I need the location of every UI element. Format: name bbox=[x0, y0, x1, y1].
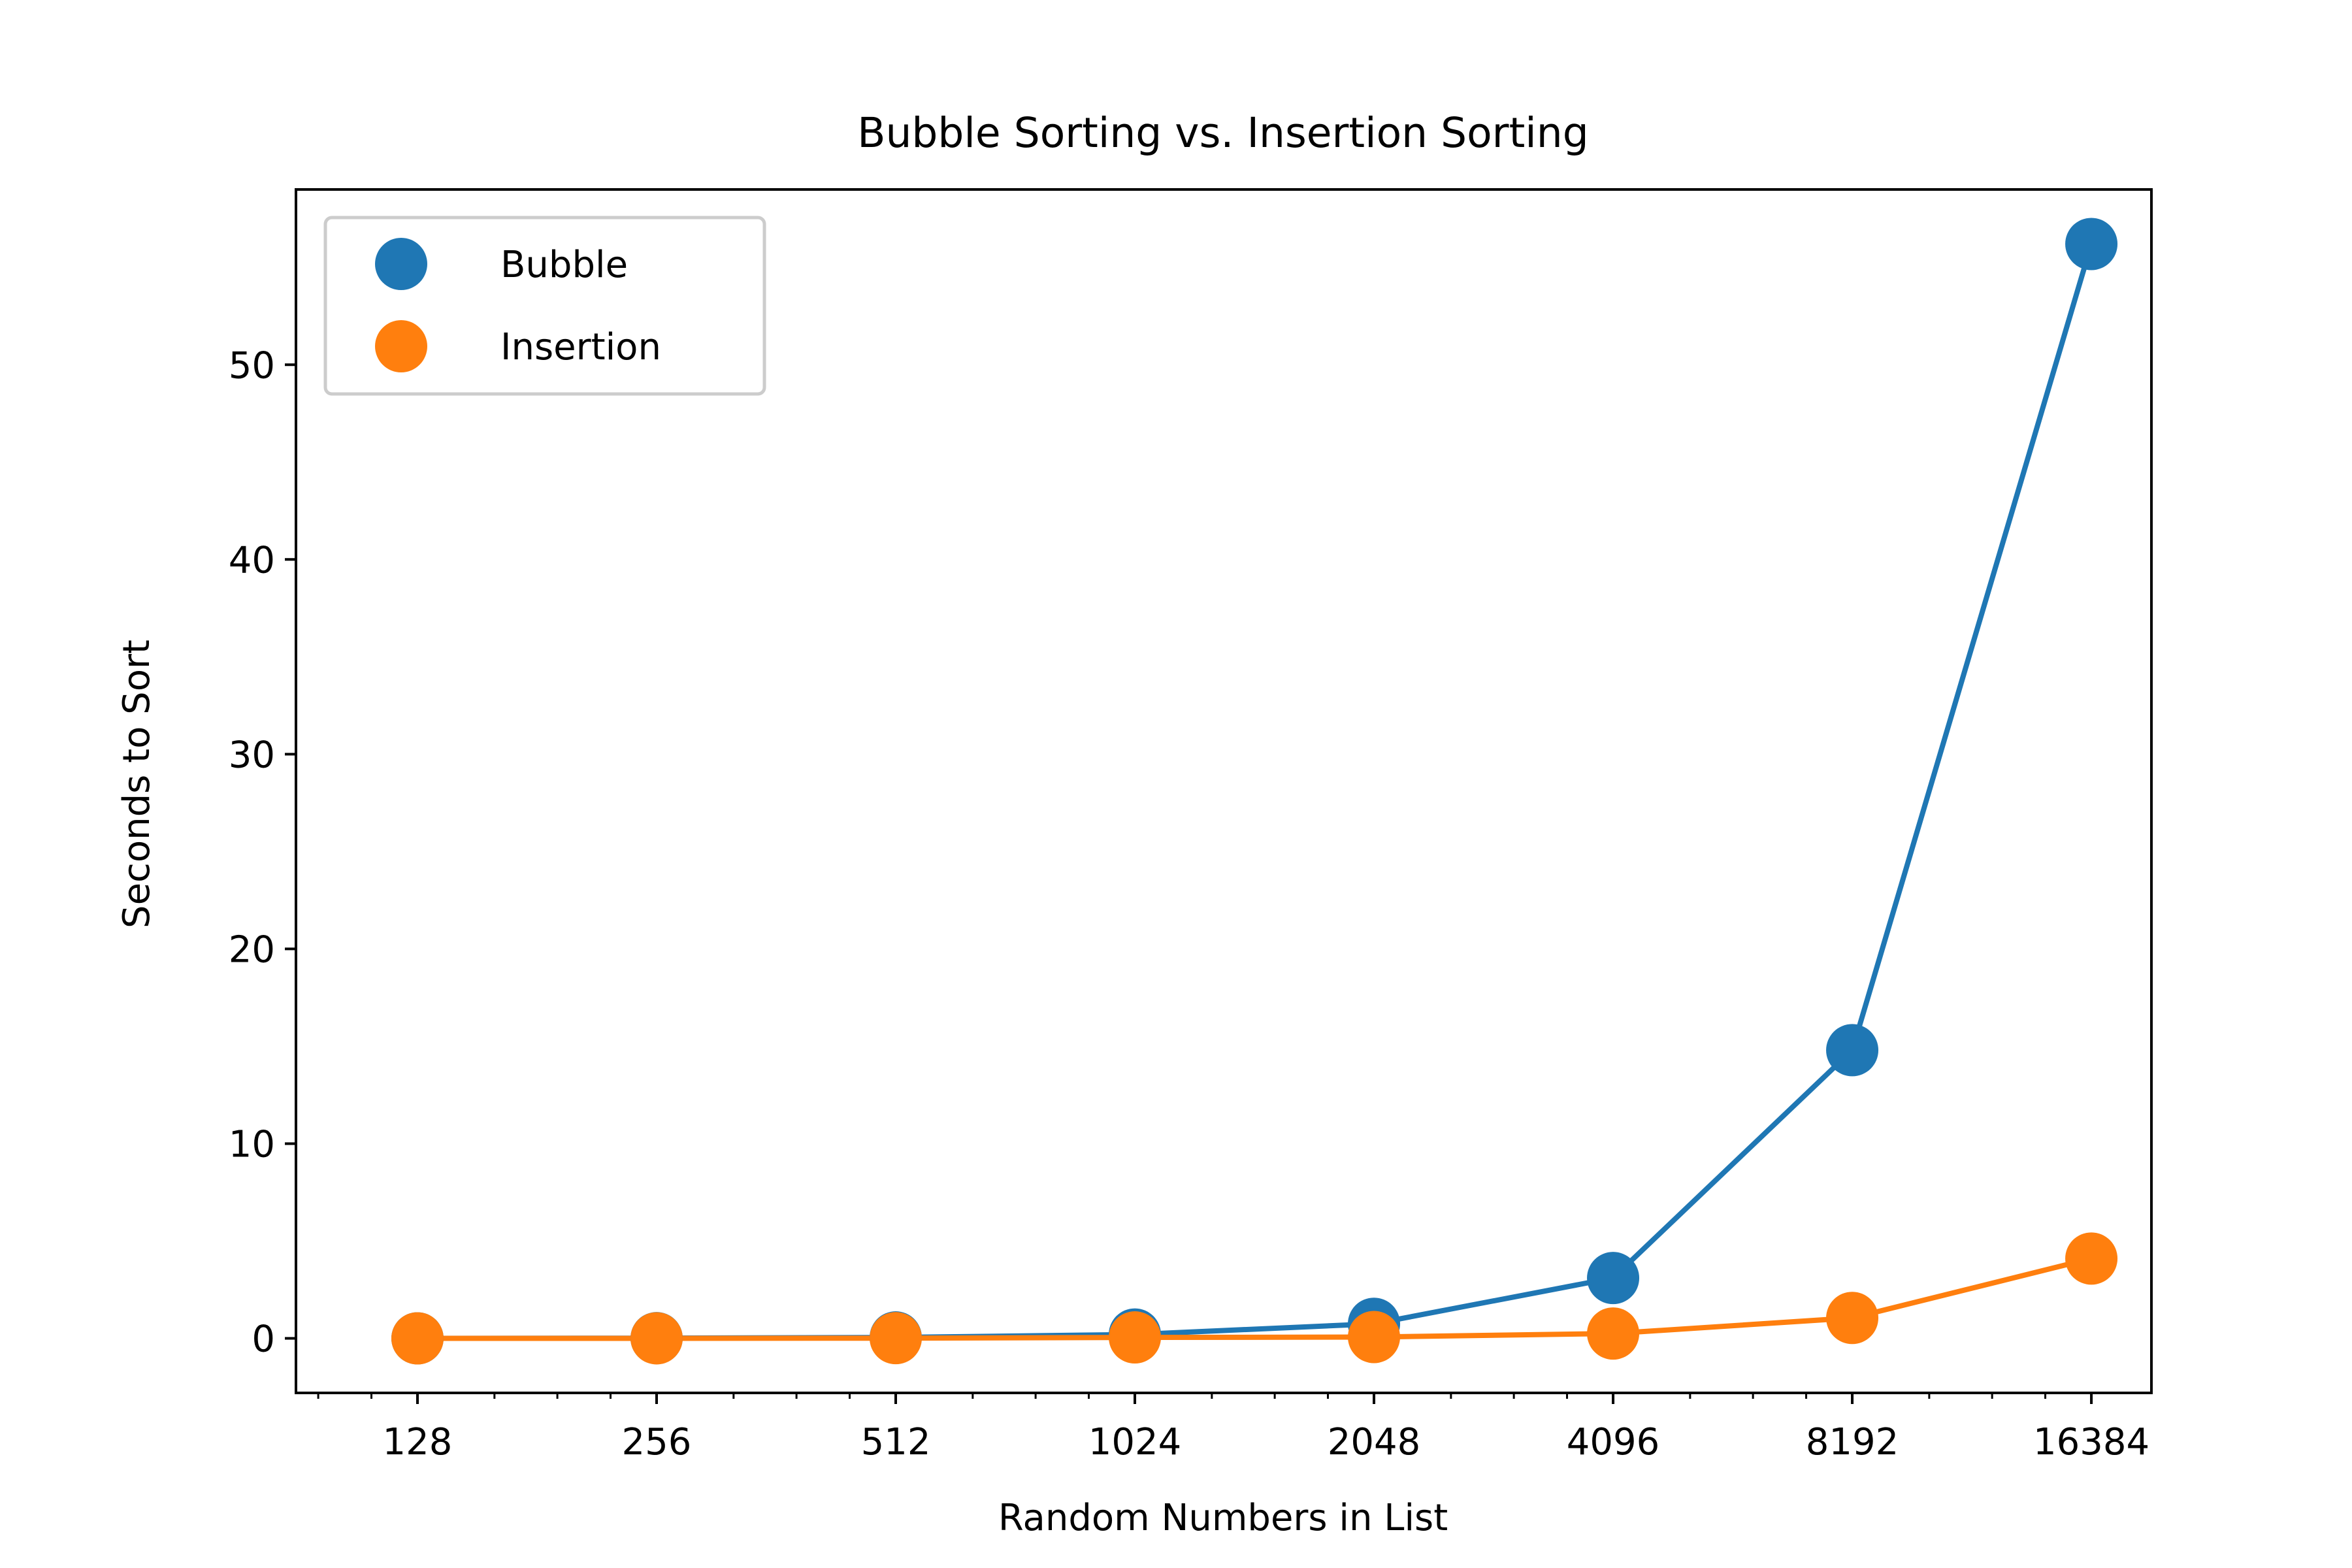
y-tick-label: 40 bbox=[229, 539, 275, 581]
x-tick-label: 2048 bbox=[1328, 1421, 1421, 1463]
y-tick-label: 30 bbox=[229, 734, 275, 776]
chart-title: Bubble Sorting vs. Insertion Sorting bbox=[857, 109, 1588, 157]
x-tick-label: 4096 bbox=[1567, 1421, 1660, 1463]
data-point-insertion bbox=[630, 1312, 683, 1365]
data-point-bubble bbox=[1587, 1252, 1640, 1305]
data-point-insertion bbox=[1826, 1292, 1879, 1345]
x-axis-label: Random Numbers in List bbox=[998, 1497, 1448, 1539]
legend-label-insertion: Insertion bbox=[500, 326, 661, 368]
data-point-insertion bbox=[391, 1312, 444, 1365]
y-tick-label: 50 bbox=[229, 344, 275, 387]
plot-area: 0 10 20 30 40 50 128 256 512 1024 2048 4096 8192 1638… bbox=[229, 188, 2153, 1463]
y-axis-label: Seconds to Sort bbox=[116, 640, 158, 928]
y-tick-label: 20 bbox=[229, 928, 275, 971]
x-tick-label: 256 bbox=[622, 1421, 692, 1463]
legend-label-bubble: Bubble bbox=[500, 244, 628, 286]
data-point-insertion bbox=[1348, 1311, 1401, 1364]
data-point-insertion bbox=[1109, 1311, 1162, 1364]
data-point-insertion bbox=[2065, 1232, 2118, 1285]
x-tick-label: 16384 bbox=[2033, 1421, 2149, 1463]
legend: Bubble Insertion bbox=[323, 216, 766, 396]
series-line-insertion bbox=[417, 1256, 2093, 1341]
data-point-insertion bbox=[1587, 1307, 1640, 1360]
x-tick-label: 8192 bbox=[1806, 1421, 1899, 1463]
data-point-bubble bbox=[1826, 1024, 1879, 1077]
legend-frame bbox=[323, 216, 766, 396]
data-point-insertion bbox=[870, 1312, 923, 1365]
x-tick-label: 512 bbox=[861, 1421, 931, 1463]
legend-marker-bubble bbox=[375, 238, 427, 290]
y-tick-label: 10 bbox=[229, 1123, 275, 1166]
legend-marker-insertion bbox=[375, 320, 427, 372]
data-point-bubble bbox=[2065, 218, 2118, 270]
x-tick-label: 1024 bbox=[1088, 1421, 1182, 1463]
axes-frame bbox=[295, 188, 2153, 1394]
y-tick-label: 0 bbox=[252, 1318, 275, 1361]
x-tick-label: 128 bbox=[383, 1421, 453, 1463]
